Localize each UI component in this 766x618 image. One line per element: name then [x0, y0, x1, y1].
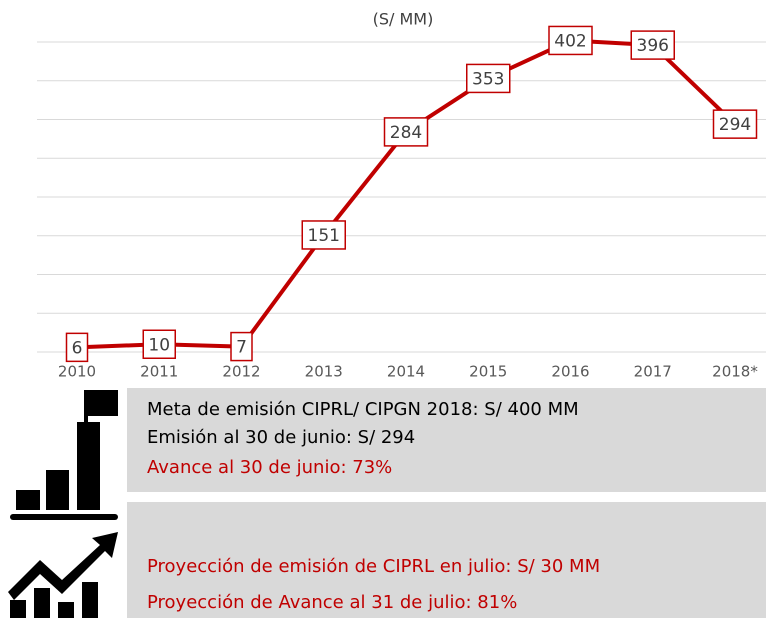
- x-tick-label: 2013: [305, 363, 343, 381]
- info-text: Proyección de Avance al 31 de julio: 81%: [147, 592, 517, 613]
- value-label-box: [548, 25, 593, 56]
- info-panel: [127, 502, 766, 618]
- x-tick-label: 2011: [140, 363, 178, 381]
- value-label: 294: [719, 115, 751, 135]
- info-text: Emisión al 30 de junio: S/ 294: [147, 427, 415, 448]
- chart-title: (S/ MM): [373, 10, 434, 29]
- x-tick-label: 2017: [634, 363, 672, 381]
- value-label: 6: [72, 338, 83, 358]
- value-label-box: [142, 329, 176, 359]
- line: [76, 38, 737, 350]
- x-tick-label: 2012: [222, 363, 260, 381]
- x-tick-label: 2018*: [712, 363, 758, 381]
- value-label: 151: [308, 226, 340, 246]
- info-panel: [127, 388, 766, 492]
- value-label-box: [383, 117, 429, 147]
- value-label-box: [630, 30, 675, 60]
- value-label: 353: [472, 69, 504, 89]
- value-label: 284: [390, 123, 422, 143]
- value-label-box: [65, 332, 89, 363]
- value-label: 7: [236, 338, 247, 358]
- x-tick-label: 2015: [469, 363, 507, 381]
- value-label-box: [230, 331, 253, 362]
- value-label-box: [466, 63, 511, 94]
- info-text: Avance al 30 de junio: 73%: [147, 457, 392, 478]
- value-label: 402: [554, 31, 586, 51]
- x-tick-label: 2014: [387, 363, 425, 381]
- growth-icon: [8, 532, 118, 618]
- info-text: Meta de emisión CIPRL/ CIPGN 2018: S/ 40…: [147, 399, 579, 420]
- x-tick-label: 2010: [58, 363, 96, 381]
- x-tick-label: 2016: [551, 363, 589, 381]
- value-label-box: [301, 220, 346, 250]
- value-label-box: [712, 109, 758, 139]
- info-text: Proyección de emisión de CIPRL en julio:…: [147, 556, 600, 577]
- value-label: 10: [148, 335, 170, 355]
- bar-chart-icon: [10, 390, 118, 520]
- value-label: 396: [637, 36, 669, 56]
